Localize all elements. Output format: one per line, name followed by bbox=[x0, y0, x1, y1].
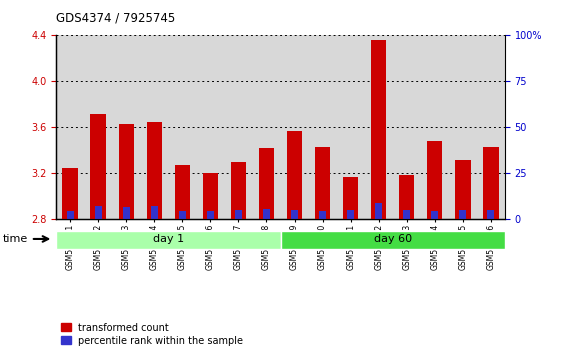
Text: day 60: day 60 bbox=[374, 234, 412, 244]
Legend: transformed count, percentile rank within the sample: transformed count, percentile rank withi… bbox=[61, 323, 243, 346]
Bar bbox=[399, 175, 415, 219]
Bar bbox=[123, 207, 130, 219]
Bar bbox=[95, 206, 102, 219]
Bar bbox=[118, 124, 134, 219]
Bar bbox=[431, 211, 438, 219]
Bar bbox=[207, 211, 214, 219]
Bar bbox=[263, 209, 270, 219]
Text: GDS4374 / 7925745: GDS4374 / 7925745 bbox=[56, 12, 176, 25]
Bar bbox=[427, 141, 443, 219]
Bar bbox=[403, 210, 410, 219]
Bar bbox=[483, 147, 499, 219]
Bar bbox=[459, 210, 466, 219]
Bar bbox=[67, 211, 73, 219]
Bar bbox=[375, 203, 382, 219]
Bar bbox=[90, 114, 106, 219]
Bar bbox=[62, 168, 78, 219]
Bar bbox=[371, 40, 387, 219]
Bar bbox=[488, 210, 494, 219]
FancyBboxPatch shape bbox=[280, 231, 505, 249]
Bar bbox=[235, 210, 242, 219]
Bar bbox=[179, 211, 186, 219]
Text: time: time bbox=[3, 234, 28, 244]
Bar bbox=[151, 206, 158, 219]
Bar bbox=[315, 147, 330, 219]
FancyBboxPatch shape bbox=[56, 231, 280, 249]
Bar bbox=[259, 148, 274, 219]
Bar bbox=[231, 162, 246, 219]
Bar bbox=[203, 173, 218, 219]
Bar bbox=[319, 211, 326, 219]
Text: day 1: day 1 bbox=[153, 234, 184, 244]
Bar bbox=[343, 177, 358, 219]
Bar bbox=[291, 210, 298, 219]
Bar bbox=[174, 165, 190, 219]
Bar bbox=[347, 210, 354, 219]
Bar bbox=[287, 131, 302, 219]
Bar bbox=[146, 122, 162, 219]
Bar bbox=[455, 160, 471, 219]
